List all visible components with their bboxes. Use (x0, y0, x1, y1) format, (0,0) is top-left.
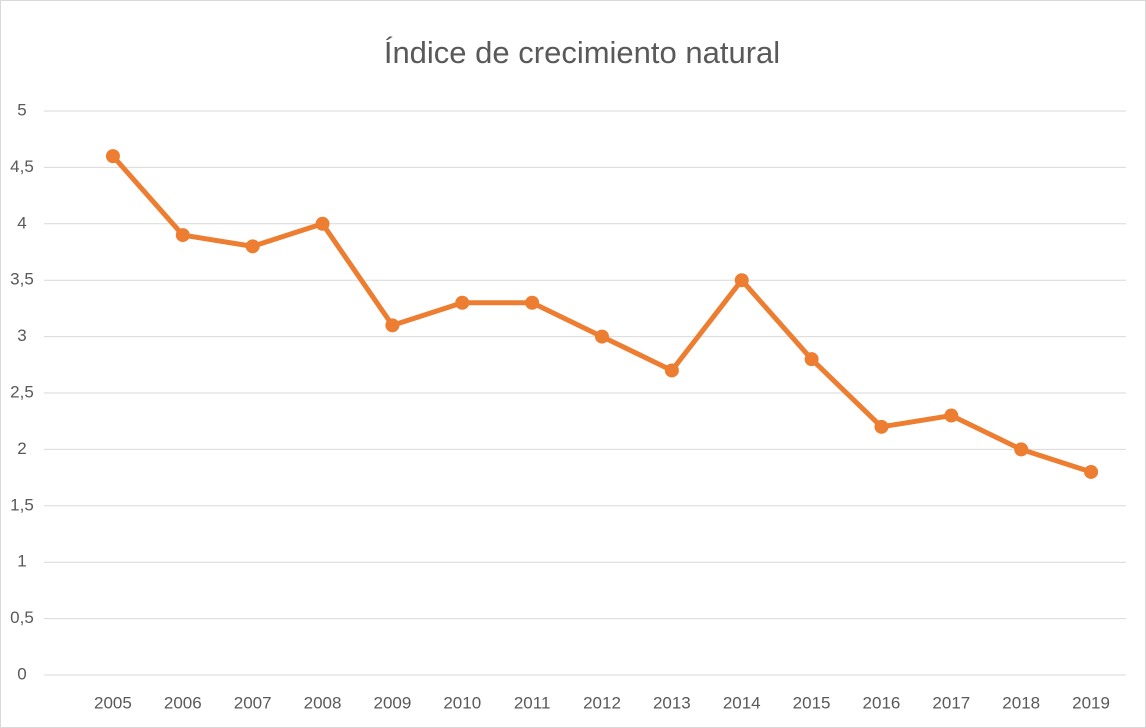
data-point (245, 239, 260, 254)
y-tick-label: 0,5 (10, 608, 34, 627)
x-tick-label: 2013 (653, 693, 691, 712)
y-tick-label: 5 (17, 100, 26, 119)
data-point (1084, 464, 1099, 479)
data-point (595, 329, 609, 344)
x-tick-label: 2019 (1072, 693, 1110, 712)
x-tick-label: 2015 (793, 693, 831, 712)
y-tick-label: 3,5 (10, 270, 34, 289)
x-tick-label: 2010 (443, 693, 481, 712)
x-tick-label: 2012 (583, 693, 621, 712)
data-point (455, 295, 470, 310)
x-tick-label: 2007 (234, 693, 272, 712)
data-point (804, 352, 819, 367)
x-tick-label: 2008 (304, 693, 342, 712)
data-point (315, 216, 330, 231)
x-tick-label: 2005 (94, 693, 132, 712)
x-tick-label: 2009 (373, 693, 411, 712)
x-tick-label: 2017 (932, 693, 970, 712)
y-tick-label: 4 (17, 213, 26, 232)
data-point (525, 295, 540, 310)
chart-title: Índice de crecimiento natural (384, 35, 780, 70)
y-tick-label: 1,5 (10, 495, 34, 514)
data-point (734, 273, 749, 288)
x-tick-label: 2011 (514, 693, 551, 712)
y-tick-label: 2,5 (10, 382, 34, 401)
x-tick-label: 2014 (723, 693, 761, 712)
y-tick-label: 2 (17, 439, 26, 458)
x-tick-label: 2018 (1002, 693, 1040, 712)
data-point (105, 149, 120, 164)
y-tick-label: 1 (17, 552, 26, 571)
x-tick-label: 2006 (164, 693, 202, 712)
data-point (944, 408, 959, 423)
x-tick-label: 2016 (863, 693, 901, 712)
data-point (385, 318, 400, 333)
data-point (175, 228, 190, 243)
data-point (1014, 442, 1029, 457)
y-tick-label: 0 (17, 664, 26, 683)
y-tick-label: 3 (17, 326, 26, 345)
data-point (664, 363, 679, 378)
y-tick-label: 4,5 (10, 157, 34, 176)
data-point (874, 419, 889, 434)
